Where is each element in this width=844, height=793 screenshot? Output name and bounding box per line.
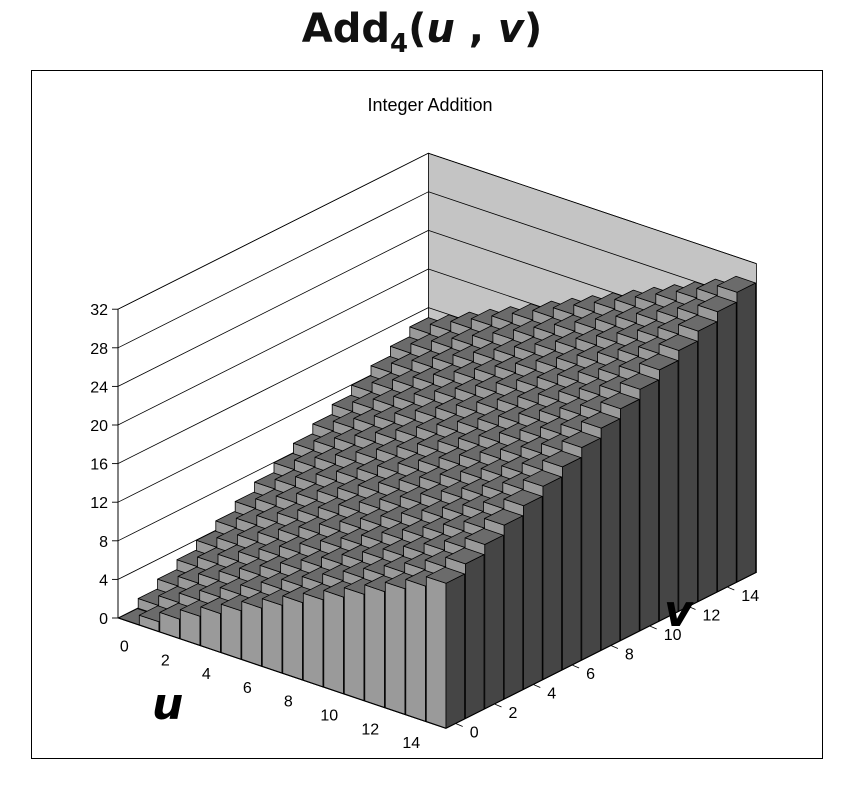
bar-top-face <box>658 334 698 351</box>
bar-top-face <box>503 489 543 507</box>
v-tick-mark <box>610 645 619 649</box>
bar-side-face <box>445 573 466 729</box>
bar-front-face <box>364 584 385 708</box>
u-tick-label: 6 <box>243 680 252 697</box>
bar-top-face <box>678 314 718 332</box>
bar-top-face <box>639 353 679 371</box>
bar-top-face <box>484 508 524 526</box>
bar-side-face <box>562 457 582 670</box>
gridline-left-wall <box>117 268 429 426</box>
u-tick-label: 10 <box>320 708 338 725</box>
gridline-left-wall <box>117 230 429 387</box>
bar-top-face <box>600 392 640 410</box>
v-tick-mark <box>494 703 502 708</box>
bar-front-face <box>220 603 242 660</box>
bar-front-face <box>241 601 262 667</box>
bar-front-face <box>200 606 221 653</box>
bar-top-face <box>581 411 621 429</box>
bar-side-face <box>697 321 718 602</box>
u-axis-label: u <box>152 679 183 730</box>
bar-front-face <box>261 598 283 674</box>
bar-side-face <box>484 534 504 709</box>
chart-svg: Integer Addition 04812162024283202468101… <box>90 95 759 752</box>
bar-side-face <box>542 476 562 680</box>
z-tick-label: 20 <box>90 418 108 435</box>
v-tick-label: 0 <box>470 725 479 742</box>
bar-side-face <box>736 282 756 583</box>
bar-front-face <box>425 576 447 729</box>
bar-side-face <box>581 437 601 661</box>
v-tick-label: 4 <box>547 686 556 703</box>
z-tick-label: 16 <box>90 457 108 474</box>
chart-title: Integer Addition <box>367 95 492 115</box>
chart-bars <box>118 275 756 729</box>
z-tick-label: 4 <box>99 572 108 589</box>
bar-front-face <box>405 578 426 722</box>
z-tick-label: 24 <box>90 379 108 396</box>
v-tick-mark <box>571 664 580 669</box>
z-tick-label: 32 <box>90 302 108 319</box>
bar-top-face <box>542 450 582 468</box>
v-axis-line <box>445 571 757 729</box>
gridline-left-wall <box>117 307 429 464</box>
v-tick-label: 12 <box>703 608 721 625</box>
v-tick-mark <box>688 606 696 610</box>
u-tick-label: 2 <box>161 652 170 669</box>
v-tick-label: 2 <box>509 705 518 722</box>
u-tick-label: 8 <box>284 694 293 711</box>
bar-side-face <box>464 554 485 719</box>
v-tick-label: 14 <box>741 588 759 605</box>
page-title: Add4(u , v) <box>301 6 543 59</box>
v-axis-label: v <box>664 586 694 637</box>
v-tick-label: 10 <box>664 627 682 644</box>
bar-top-face <box>464 528 504 545</box>
bar-front-face <box>282 595 303 681</box>
u-tick-label: 4 <box>202 666 211 683</box>
bar-top-face <box>697 295 737 313</box>
bar-front-face <box>384 581 406 715</box>
v-tick-mark <box>649 625 657 630</box>
u-tick-label: 14 <box>402 735 420 752</box>
bar-u15-v0 <box>425 566 466 729</box>
bar-side-face <box>503 515 524 700</box>
bar-top-face <box>425 566 466 584</box>
bar-side-face <box>620 398 640 641</box>
z-tick-label: 12 <box>90 495 108 512</box>
gridline-left-wall <box>117 152 429 310</box>
bar-side-face <box>659 360 679 622</box>
z-tick-label: 28 <box>90 341 108 358</box>
z-tick-label: 0 <box>99 611 108 628</box>
chart-frame: Integer Addition 0 4 8 12 16 20 24 28 32 0 2 4 6 8 10 1… <box>31 70 823 759</box>
u-tick-label: 12 <box>361 721 379 738</box>
v-tick-mark <box>533 684 541 688</box>
bar-front-face <box>302 592 324 688</box>
bar-front-face <box>343 587 365 701</box>
v-tick-label: 6 <box>586 666 595 683</box>
v-tick-mark <box>455 723 463 727</box>
bar-top-face <box>619 372 659 390</box>
bar-side-face <box>523 495 543 690</box>
bar-top-face <box>716 275 756 293</box>
bar-top-face <box>522 469 562 487</box>
gridline-back-wall <box>428 152 757 264</box>
gridline-left-wall <box>117 191 429 349</box>
u-tick-label: 0 <box>120 639 129 656</box>
v-tick-label: 8 <box>625 647 634 664</box>
bar-front-face <box>323 590 344 694</box>
z-tick-label: 8 <box>99 534 108 551</box>
bar-side-face <box>717 301 737 592</box>
bar-side-face <box>600 418 621 651</box>
u-axis-line <box>117 617 447 729</box>
bar-side-face <box>639 379 659 631</box>
bar-side-face <box>678 340 698 612</box>
bar-top-face <box>561 431 601 448</box>
v-tick-mark <box>727 586 735 591</box>
bar-top-face <box>445 547 485 565</box>
